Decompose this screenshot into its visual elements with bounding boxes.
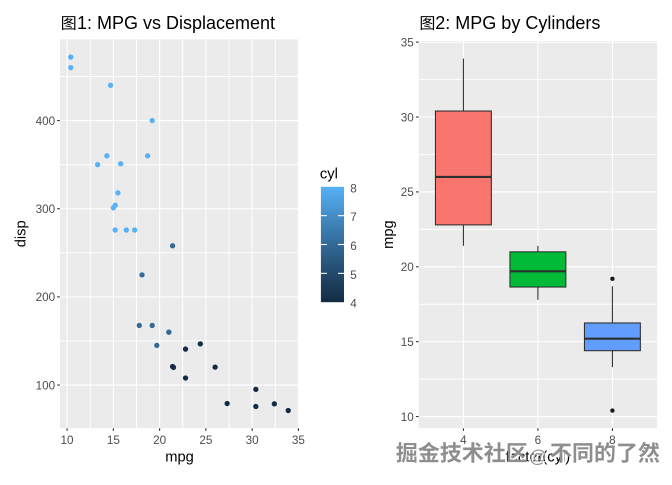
svg-text:10: 10 <box>61 434 75 447</box>
svg-text:4: 4 <box>460 434 467 447</box>
svg-text:mpg: mpg <box>381 220 397 249</box>
svg-text:1: MPG vs Displacement: 1: MPG vs Displacement <box>77 13 275 33</box>
svg-text:200: 200 <box>36 291 56 304</box>
svg-text:30: 30 <box>246 434 260 447</box>
svg-text:4: 4 <box>350 298 357 311</box>
svg-text:8: 8 <box>609 434 616 447</box>
svg-text:35: 35 <box>401 36 415 49</box>
svg-text:7: 7 <box>350 211 357 224</box>
svg-text:15: 15 <box>107 434 121 447</box>
svg-text:5: 5 <box>350 269 357 282</box>
svg-text:disp: disp <box>14 220 30 247</box>
svg-text:8: 8 <box>350 182 357 195</box>
svg-text:300: 300 <box>36 203 56 216</box>
svg-text:2: MPG by Cylinders: 2: MPG by Cylinders <box>435 13 600 33</box>
svg-text:6: 6 <box>535 434 542 447</box>
svg-text:@: @ <box>529 447 547 467</box>
svg-text:20: 20 <box>153 434 167 447</box>
svg-text:30: 30 <box>401 111 415 124</box>
svg-text:100: 100 <box>36 379 56 392</box>
svg-text:6: 6 <box>350 240 357 253</box>
svg-text:25: 25 <box>199 434 213 447</box>
svg-text:10: 10 <box>401 411 415 424</box>
svg-text:20: 20 <box>401 261 415 274</box>
svg-text:400: 400 <box>36 115 56 128</box>
svg-text:cyl: cyl <box>320 167 338 183</box>
svg-text:mpg: mpg <box>165 449 194 465</box>
svg-text:35: 35 <box>292 434 306 447</box>
svg-text:@: @ <box>531 448 549 468</box>
svg-text:15: 15 <box>401 336 415 349</box>
svg-text:25: 25 <box>401 186 415 199</box>
